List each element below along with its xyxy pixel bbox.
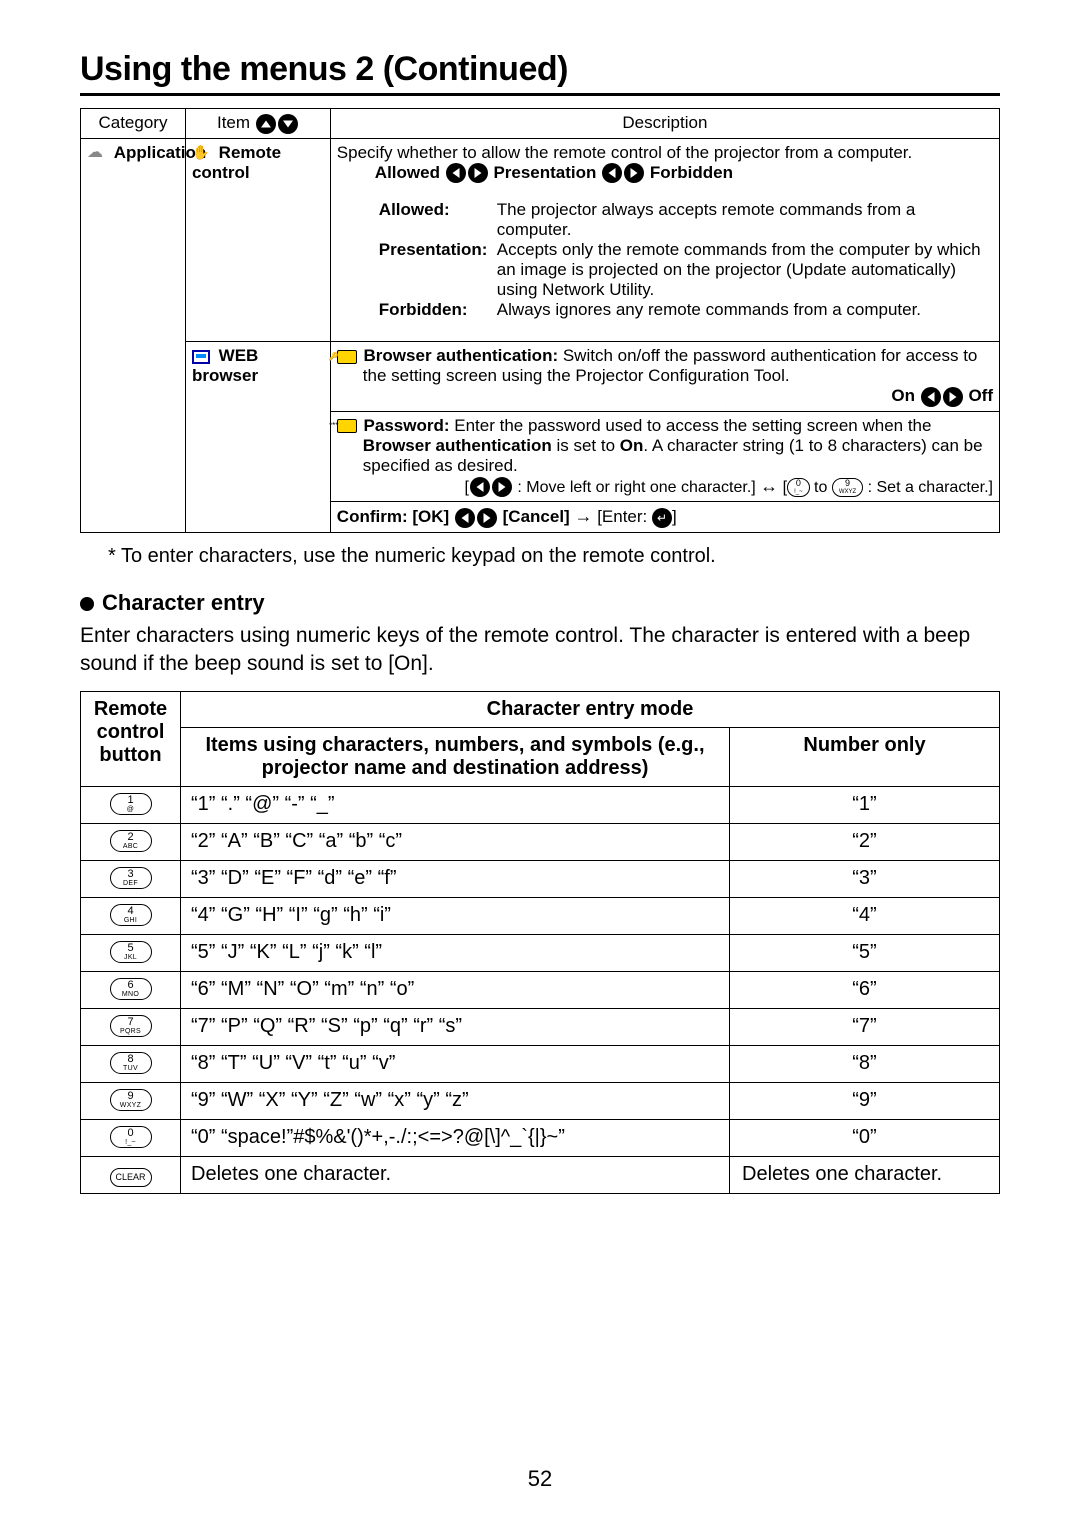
- key-num-4: “5”: [730, 934, 1000, 971]
- key-num-9: “0”: [730, 1119, 1000, 1156]
- key-num-8: “9”: [730, 1082, 1000, 1119]
- th-mode: Character entry mode: [181, 691, 1000, 727]
- key-chars-5: “6” “M” “N” “O” “m” “n” “o”: [181, 971, 730, 1008]
- key-button-1: 2ABC: [81, 823, 181, 860]
- left-arrow-icon: [602, 163, 622, 183]
- th-category: Category: [81, 109, 186, 139]
- right-arrow-icon: [477, 508, 497, 528]
- key-chars-1: “2” “A” “B” “C” “a” “b” “c”: [181, 823, 730, 860]
- application-icon: [87, 146, 105, 160]
- desc-password: *** Password: Enter the password used to…: [330, 411, 999, 502]
- title-rule: [80, 93, 1000, 96]
- left-arrow-icon: [921, 387, 941, 407]
- key-num-2: “3”: [730, 860, 1000, 897]
- key-button-4: 5JKL: [81, 934, 181, 971]
- key-button-2: 3DEF: [81, 860, 181, 897]
- double-arrow-icon: [760, 479, 778, 496]
- key-chars-0: “1” “.” “@” “-” “_”: [181, 786, 730, 823]
- key-num-3: “4”: [730, 897, 1000, 934]
- enter-icon: [652, 508, 672, 528]
- key-chars-6: “7” “P” “Q” “R” “S” “p” “q” “r” “s”: [181, 1008, 730, 1045]
- th-item: Item: [185, 109, 330, 139]
- section-heading: Character entry: [80, 590, 1000, 616]
- key-chars-8: “9” “W” “X” “Y” “Z” “w” “x” “y” “z”: [181, 1082, 730, 1119]
- key-button-7: 8TUV: [81, 1045, 181, 1082]
- down-arrow-icon: [278, 114, 298, 134]
- left-arrow-icon: [470, 477, 490, 497]
- key-icon: 🔑: [337, 350, 357, 364]
- th-description: Description: [330, 109, 999, 139]
- key-button-9: 0!_~: [81, 1119, 181, 1156]
- category-cell: Application: [81, 138, 186, 532]
- settings-table: Category Item Description Application Re…: [80, 108, 1000, 533]
- key-chars-2: “3” “D” “E” “F” “d” “e” “f”: [181, 860, 730, 897]
- key-chars-9: “0” “space!”#$%&'()*+,-./:;<=>?@[\]^_`{|…: [181, 1119, 730, 1156]
- key-chars-4: “5” “J” “K” “L” “j” “k” “l”: [181, 934, 730, 971]
- left-arrow-icon: [446, 163, 466, 183]
- character-entry-table: Remote control button Character entry mo…: [80, 691, 1000, 1194]
- up-arrow-icon: [256, 114, 276, 134]
- note-text: * To enter characters, use the numeric k…: [108, 545, 1000, 568]
- right-arrow-icon: [492, 477, 512, 497]
- desc-browser-auth: 🔑 Browser authentication: Switch on/off …: [330, 342, 999, 412]
- th-chars: Items using characters, numbers, and sym…: [181, 727, 730, 786]
- key-chars-7: “8” “T” “U” “V” “t” “u” “v”: [181, 1045, 730, 1082]
- left-arrow-icon: [455, 508, 475, 528]
- clear-num: Deletes one character.: [730, 1156, 1000, 1193]
- desc-remote-control: Specify whether to allow the remote cont…: [330, 138, 999, 342]
- key-button-0: 1@: [81, 786, 181, 823]
- key-num-1: “2”: [730, 823, 1000, 860]
- key-button-3: 4GHI: [81, 897, 181, 934]
- key-9-icon: 9WXYZ: [832, 478, 863, 496]
- key-clear: CLEAR: [81, 1156, 181, 1193]
- item-remote-control: Remote control: [185, 138, 330, 342]
- key-0-icon: 0!_~: [787, 478, 810, 496]
- key-num-0: “1”: [730, 786, 1000, 823]
- key-num-6: “7”: [730, 1008, 1000, 1045]
- clear-chars: Deletes one character.: [181, 1156, 730, 1193]
- key-button-8: 9WXYZ: [81, 1082, 181, 1119]
- page-number: 52: [0, 1466, 1080, 1492]
- remote-icon: [192, 146, 210, 160]
- key-num-7: “8”: [730, 1045, 1000, 1082]
- right-arrow-icon: [624, 163, 644, 183]
- browser-icon: [192, 350, 210, 364]
- right-arrow-icon: [468, 163, 488, 183]
- password-icon: ***: [337, 419, 357, 433]
- right-arrow-icon: [943, 387, 963, 407]
- th-number-only: Number only: [730, 727, 1000, 786]
- item-web-browser: WEB browser: [185, 342, 330, 533]
- key-num-5: “6”: [730, 971, 1000, 1008]
- section-text: Enter characters using numeric keys of t…: [80, 622, 1000, 679]
- right-arrow-icon: [574, 507, 592, 526]
- key-button-6: 7PQRS: [81, 1008, 181, 1045]
- page-title: Using the menus 2 (Continued): [80, 50, 1000, 89]
- th-remote-button: Remote control button: [81, 691, 181, 786]
- key-button-5: 6MNO: [81, 971, 181, 1008]
- key-chars-3: “4” “G” “H” “I” “g” “h” “i”: [181, 897, 730, 934]
- desc-confirm: Confirm: [OK] [Cancel] [Enter: ]: [330, 502, 999, 533]
